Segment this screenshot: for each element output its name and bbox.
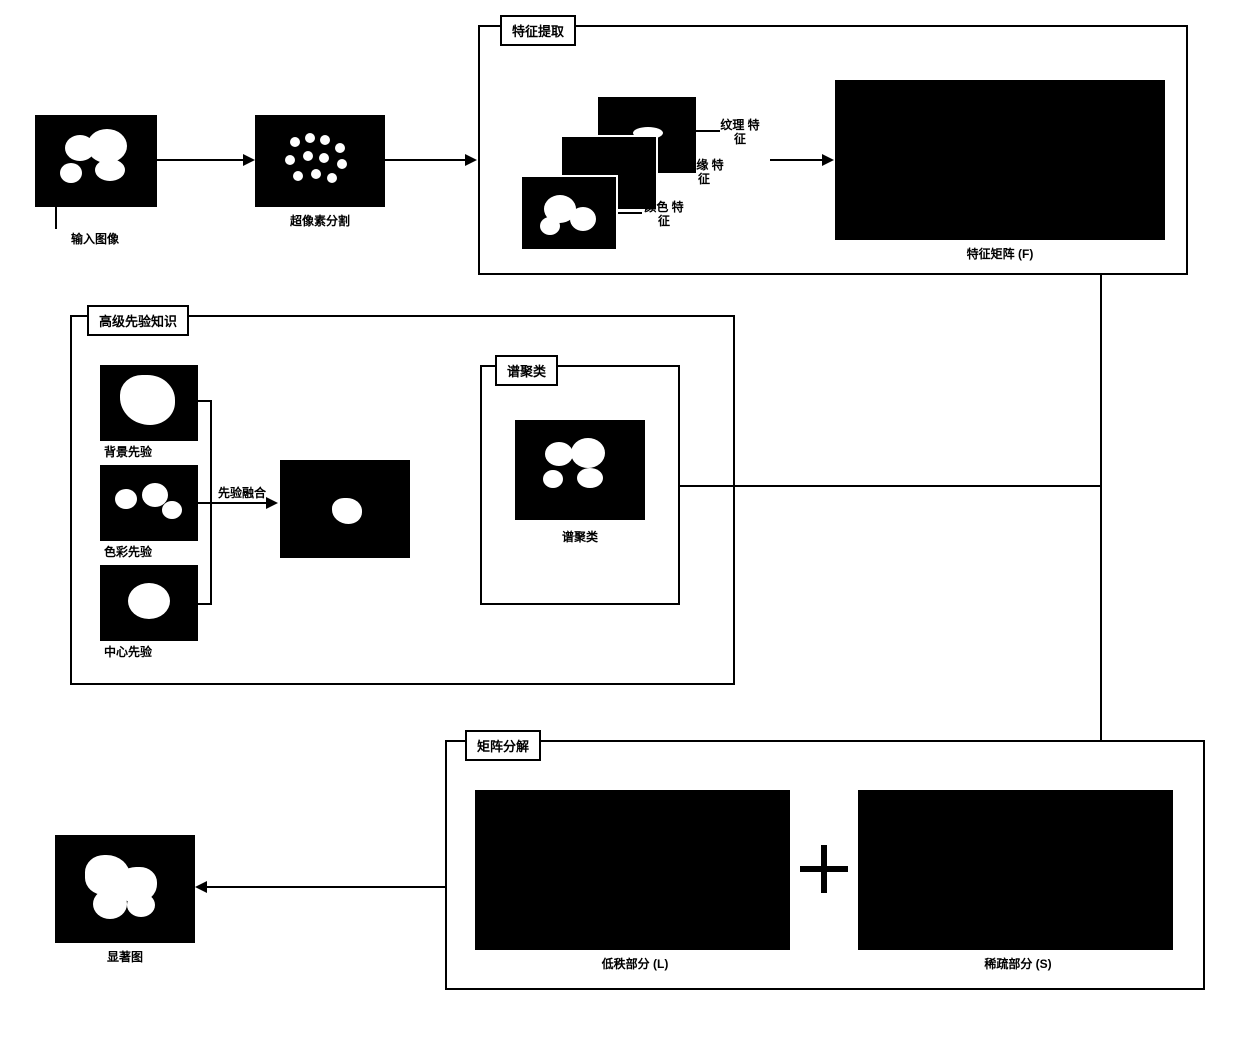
arrow-seg-to-feat-head (465, 154, 477, 166)
arrow-decomp-to-sal (207, 886, 445, 888)
feature-matrix-label: 特征矩阵 (F) (940, 245, 1060, 262)
arrow-priors-to-fused (210, 502, 266, 504)
feat-label-1-l1: 颜色 特征 (644, 200, 683, 228)
feat2-connector (658, 170, 682, 172)
plus-icon-v (821, 845, 827, 893)
feat-label-2: 边缘 特征 (684, 158, 724, 187)
sparse-mat-box (858, 790, 1173, 950)
bg-prior-label: 背景先验 (100, 443, 198, 460)
arrow-decomp-to-sal-head (195, 881, 207, 893)
feat-label-1: 颜色 特征 (644, 200, 684, 229)
sparse-mat-label: 稀疏部分 (S) (963, 955, 1073, 972)
sparse-image-label: 谱聚类 (545, 528, 615, 545)
fused-box (280, 460, 410, 558)
fusion-label: 先验融合 (212, 484, 272, 501)
prior-bracket-h2 (198, 502, 210, 504)
feature-extraction-title: 特征提取 (500, 15, 576, 46)
feat-to-sparse-v (1100, 275, 1102, 750)
feat-label-3-l1: 纹理 特征 (720, 118, 759, 146)
arrow-stack-to-matrix (770, 159, 822, 161)
feat-stack-1 (520, 175, 618, 251)
sparse-image-box (515, 420, 645, 520)
prior-knowledge-title: 高级先验知识 (87, 305, 189, 336)
input-image-box (35, 115, 157, 207)
lowrank-label: 低秩部分 (L) (580, 955, 690, 972)
feat-label-3: 纹理 特征 (720, 118, 760, 147)
feat1-connector (618, 212, 642, 214)
saliency-label: 显著图 (95, 948, 155, 965)
feat-label-2-l1: 边缘 特征 (684, 158, 723, 186)
saliency-box (55, 835, 195, 943)
prior-bracket-h1 (198, 400, 210, 402)
prior-bracket-h3 (198, 603, 210, 605)
center-prior-box (100, 565, 198, 641)
segmentation-box (255, 115, 385, 207)
segmentation-label: 超像素分割 (275, 212, 365, 229)
bg-prior-box (100, 365, 198, 441)
arrow-stack-to-matrix-head (822, 154, 834, 166)
arrow-seg-to-feat (385, 159, 465, 161)
feat3-connector (696, 130, 720, 132)
arrow-input-to-seg (157, 159, 243, 161)
lowrank-box (475, 790, 790, 950)
input-image-label: 输入图像 (55, 230, 135, 247)
color-prior-box (100, 465, 198, 541)
matrix-decomp-title: 矩阵分解 (465, 730, 541, 761)
sparse-to-v-h (680, 485, 1100, 487)
arrow-input-to-seg-head (243, 154, 255, 166)
sparse-group-title: 谱聚类 (495, 355, 558, 386)
feature-matrix-box (835, 80, 1165, 240)
input-label-connector (55, 207, 57, 229)
center-prior-label: 中心先验 (100, 643, 198, 660)
color-prior-label: 色彩先验 (100, 543, 198, 560)
